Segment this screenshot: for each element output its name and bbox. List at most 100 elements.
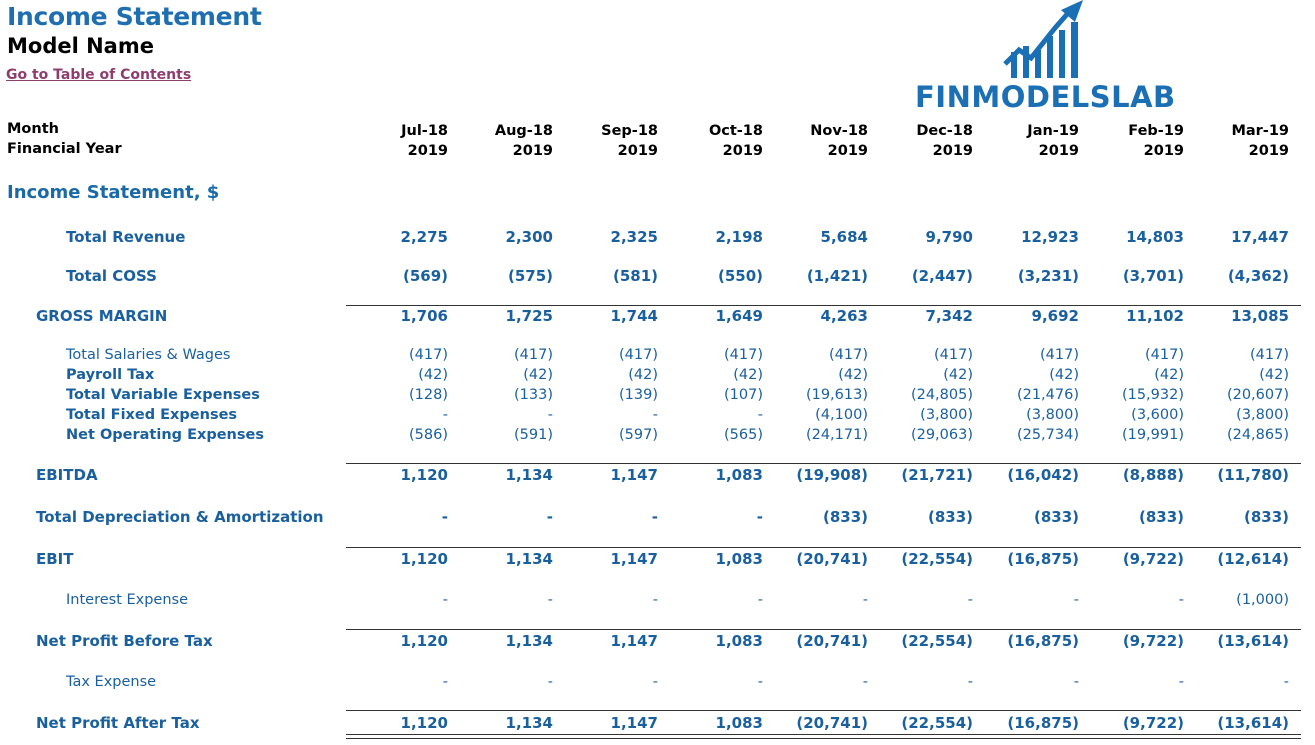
row-value: (22,554) <box>901 632 973 650</box>
row-value: (417) <box>1250 347 1289 363</box>
row-value: (42) <box>943 367 973 383</box>
row-value: (13,614) <box>1217 632 1289 650</box>
row-value: (20,741) <box>796 714 868 732</box>
row-value: - <box>442 407 448 423</box>
row-value: - <box>757 592 763 608</box>
row-value: 4,263 <box>820 307 868 325</box>
table-row: Tax Expense - - - - - - - - - <box>0 672 1315 692</box>
row-value: 2,275 <box>400 228 448 246</box>
row-value: (16,875) <box>1007 714 1079 732</box>
row-value: (417) <box>409 347 448 363</box>
row-label: Total Salaries & Wages <box>66 347 231 363</box>
row-value: (25,734) <box>1016 427 1079 443</box>
row-value: - <box>652 407 658 423</box>
row-value: (16,042) <box>1007 466 1079 484</box>
row-label: Net Profit After Tax <box>36 714 200 732</box>
total-rule <box>346 547 1301 548</box>
table-row: EBITDA 1,120 1,134 1,147 1,083 (19,908) (21,72… <box>0 465 1315 485</box>
column-year: 2019 <box>1038 143 1079 159</box>
row-value: (581) <box>612 267 658 285</box>
row-value: 11,102 <box>1126 307 1184 325</box>
model-name: Model Name <box>7 34 154 58</box>
row-value: (3,600) <box>1131 407 1184 423</box>
row-value: 1,120 <box>400 714 448 732</box>
row-value: 9,790 <box>925 228 973 246</box>
total-rule <box>346 710 1301 711</box>
row-label: Interest Expense <box>66 592 189 608</box>
row-value: 1,083 <box>715 466 763 484</box>
row-value: (3,800) <box>920 407 973 423</box>
row-value: (42) <box>628 367 658 383</box>
table-of-contents-link[interactable]: Go to Table of Contents <box>6 67 192 83</box>
table-row: Total Variable Expenses (128) (133) (139) (1… <box>0 385 1315 405</box>
row-value: (13,614) <box>1217 714 1289 732</box>
row-value: (417) <box>934 347 973 363</box>
row-label: Total Revenue <box>66 228 186 246</box>
row-value: (24,171) <box>805 427 868 443</box>
row-label: Net Operating Expenses <box>66 427 264 443</box>
row-value: (20,607) <box>1226 387 1289 403</box>
column-header: Dec-18 2019 <box>893 121 973 161</box>
column-year: 2019 <box>617 143 658 159</box>
row-label: Total Variable Expenses <box>66 387 260 403</box>
column-month: Mar-19 <box>1231 123 1289 139</box>
row-label: Total Fixed Expenses <box>66 407 238 423</box>
row-value: (4,362) <box>1227 267 1289 285</box>
column-header: Aug-18 2019 <box>473 121 553 161</box>
row-value: (597) <box>619 427 658 443</box>
row-value: (128) <box>409 387 448 403</box>
row-value: (9,722) <box>1122 714 1184 732</box>
row-value: 1,649 <box>715 307 763 325</box>
table-row: EBIT 1,120 1,134 1,147 1,083 (20,741) (22,554)… <box>0 549 1315 569</box>
row-value: 2,300 <box>505 228 553 246</box>
row-value: 1,120 <box>400 466 448 484</box>
row-value: 1,134 <box>505 550 553 568</box>
row-value: 1,725 <box>505 307 553 325</box>
table-row: Net Operating Expenses (586) (591) (597) (56… <box>0 425 1315 445</box>
row-value: 1,147 <box>610 632 658 650</box>
row-value: (19,991) <box>1121 427 1184 443</box>
row-value: (42) <box>1049 367 1079 383</box>
column-year: 2019 <box>827 143 868 159</box>
row-value: (19,908) <box>796 466 868 484</box>
row-value: - <box>442 592 448 608</box>
row-value: (42) <box>1259 367 1289 383</box>
row-value: 1,147 <box>610 466 658 484</box>
row-value: (20,741) <box>796 550 868 568</box>
row-value: - <box>547 407 553 423</box>
row-value: - <box>651 508 658 526</box>
row-value: - <box>442 674 448 690</box>
row-value: (417) <box>724 347 763 363</box>
column-year: 2019 <box>512 143 553 159</box>
row-value: (29,063) <box>910 427 973 443</box>
table-row: Interest Expense - - - - - - - - (1,000) <box>0 590 1315 610</box>
column-header: Jul-18 2019 <box>368 121 448 161</box>
table-row: Total COSS (569) (575) (581) (550) (1,421) (2,… <box>0 266 1315 286</box>
row-value: 1,083 <box>715 632 763 650</box>
row-value: - <box>441 508 448 526</box>
row-value: (3,231) <box>1017 267 1079 285</box>
table-row: Net Profit After Tax 1,120 1,134 1,147 1,083… <box>0 713 1315 733</box>
row-label: Total Depreciation & Amortization <box>36 508 324 526</box>
row-value: - <box>757 407 763 423</box>
row-value: 1,134 <box>505 632 553 650</box>
row-value: (417) <box>619 347 658 363</box>
row-value: 7,342 <box>925 307 973 325</box>
table-row: Total Revenue 2,275 2,300 2,325 2,198 5,684 9,… <box>0 227 1315 247</box>
row-value: (24,865) <box>1226 427 1289 443</box>
column-header: Nov-18 2019 <box>788 121 868 161</box>
row-value: (575) <box>507 267 553 285</box>
column-month: Oct-18 <box>708 123 763 139</box>
row-value: (19,613) <box>805 387 868 403</box>
row-value: 12,923 <box>1021 228 1079 246</box>
row-value: - <box>757 674 763 690</box>
column-year: 2019 <box>932 143 973 159</box>
row-value: (833) <box>1033 508 1079 526</box>
row-value: (2,447) <box>911 267 973 285</box>
row-value: 2,198 <box>715 228 763 246</box>
growth-chart-icon <box>1003 0 1083 78</box>
total-rule <box>346 305 1301 306</box>
logo-text: FINMODELSLAB <box>915 80 1176 114</box>
column-month: Jan-19 <box>1027 123 1079 139</box>
column-month: Aug-18 <box>494 123 553 139</box>
